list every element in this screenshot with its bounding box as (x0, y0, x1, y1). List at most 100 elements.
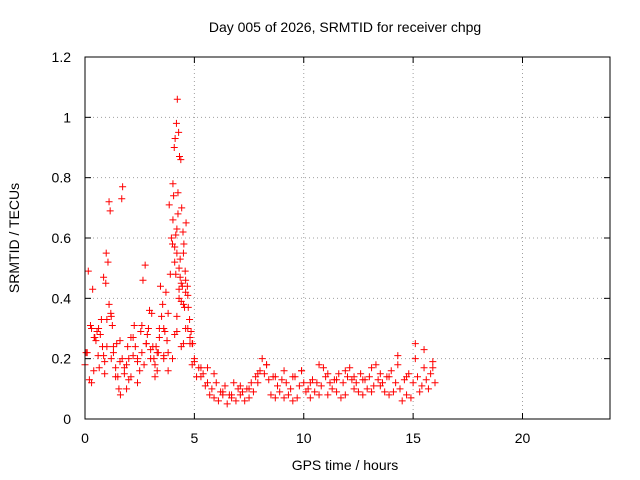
data-point (109, 349, 117, 357)
data-point (249, 388, 257, 396)
data-point (171, 258, 179, 266)
data-point (315, 361, 323, 369)
data-point (398, 397, 406, 405)
data-point (131, 343, 139, 351)
data-point (221, 382, 229, 390)
data-point (411, 355, 419, 363)
data-point (105, 198, 113, 206)
data-point (160, 352, 168, 360)
data-point (125, 376, 133, 384)
x-axis-label: GPS time / hours (292, 457, 399, 473)
data-point (124, 343, 132, 351)
data-point (258, 355, 266, 363)
data-point (230, 379, 238, 387)
data-point (267, 391, 275, 399)
data-point (106, 207, 114, 215)
data-point (91, 334, 99, 342)
data-point (176, 273, 184, 281)
data-point (170, 192, 178, 200)
data-point (90, 367, 98, 375)
data-point (284, 391, 292, 399)
data-point (387, 367, 395, 375)
data-point (171, 243, 179, 251)
data-point (177, 156, 185, 164)
data-point (232, 397, 240, 405)
data-point (82, 349, 90, 357)
data-point (173, 312, 181, 320)
data-point (180, 240, 188, 248)
data-point (179, 228, 187, 236)
x-tick-label: 15 (405, 430, 421, 446)
data-point (271, 394, 279, 402)
data-point (176, 255, 184, 263)
data-point (260, 370, 268, 378)
data-point (357, 370, 365, 378)
data-point (118, 355, 126, 363)
data-point (363, 385, 371, 393)
data-point (427, 370, 435, 378)
data-point (161, 328, 169, 336)
data-point (201, 382, 209, 390)
data-point (354, 388, 362, 396)
data-point (394, 352, 402, 360)
data-point (107, 355, 115, 363)
data-point (385, 391, 393, 399)
data-point (169, 216, 177, 224)
data-point (245, 394, 253, 402)
data-point (182, 276, 190, 284)
data-point (418, 382, 426, 390)
data-point (241, 397, 249, 405)
data-point (190, 358, 198, 366)
data-point (164, 349, 172, 357)
y-tick-label: 1.2 (52, 49, 72, 65)
plot-frame (84, 56, 611, 420)
data-point (333, 388, 341, 396)
data-point (172, 231, 180, 239)
data-point (123, 385, 131, 393)
data-point (171, 134, 179, 142)
data-point (236, 382, 244, 390)
data-point (359, 391, 367, 399)
data-point (381, 388, 389, 396)
data-point (219, 388, 227, 396)
data-point (293, 394, 301, 402)
data-point (151, 373, 159, 381)
data-point (164, 309, 172, 317)
data-point (352, 379, 360, 387)
x-tick-label: 0 (81, 430, 89, 446)
data-point (344, 373, 351, 381)
data-point (319, 364, 327, 372)
data-point (116, 337, 124, 345)
data-point (429, 358, 437, 366)
data-point (101, 358, 109, 366)
data-point (287, 385, 295, 393)
data-point (254, 370, 262, 378)
data-point (88, 325, 96, 332)
data-point (153, 367, 161, 375)
data-point (138, 349, 146, 357)
data-point (101, 370, 109, 378)
data-point (306, 379, 314, 387)
data-point (155, 325, 163, 332)
data-point (141, 261, 149, 269)
y-tick-label: 0.6 (52, 230, 72, 246)
data-point (210, 370, 218, 378)
data-point (411, 340, 419, 348)
data-point (396, 385, 404, 393)
data-point (204, 364, 211, 372)
data-point (140, 361, 148, 369)
data-point (186, 315, 194, 323)
data-point (97, 315, 105, 323)
data-point (341, 391, 349, 399)
data-points (81, 95, 439, 408)
data-point (119, 183, 127, 191)
data-point (174, 210, 182, 218)
data-point (134, 379, 141, 387)
data-point (236, 391, 244, 399)
data-point (84, 267, 92, 275)
data-point (120, 370, 128, 378)
data-point (186, 334, 194, 342)
data-point (120, 364, 128, 372)
data-point (116, 391, 124, 399)
data-point (137, 328, 145, 336)
